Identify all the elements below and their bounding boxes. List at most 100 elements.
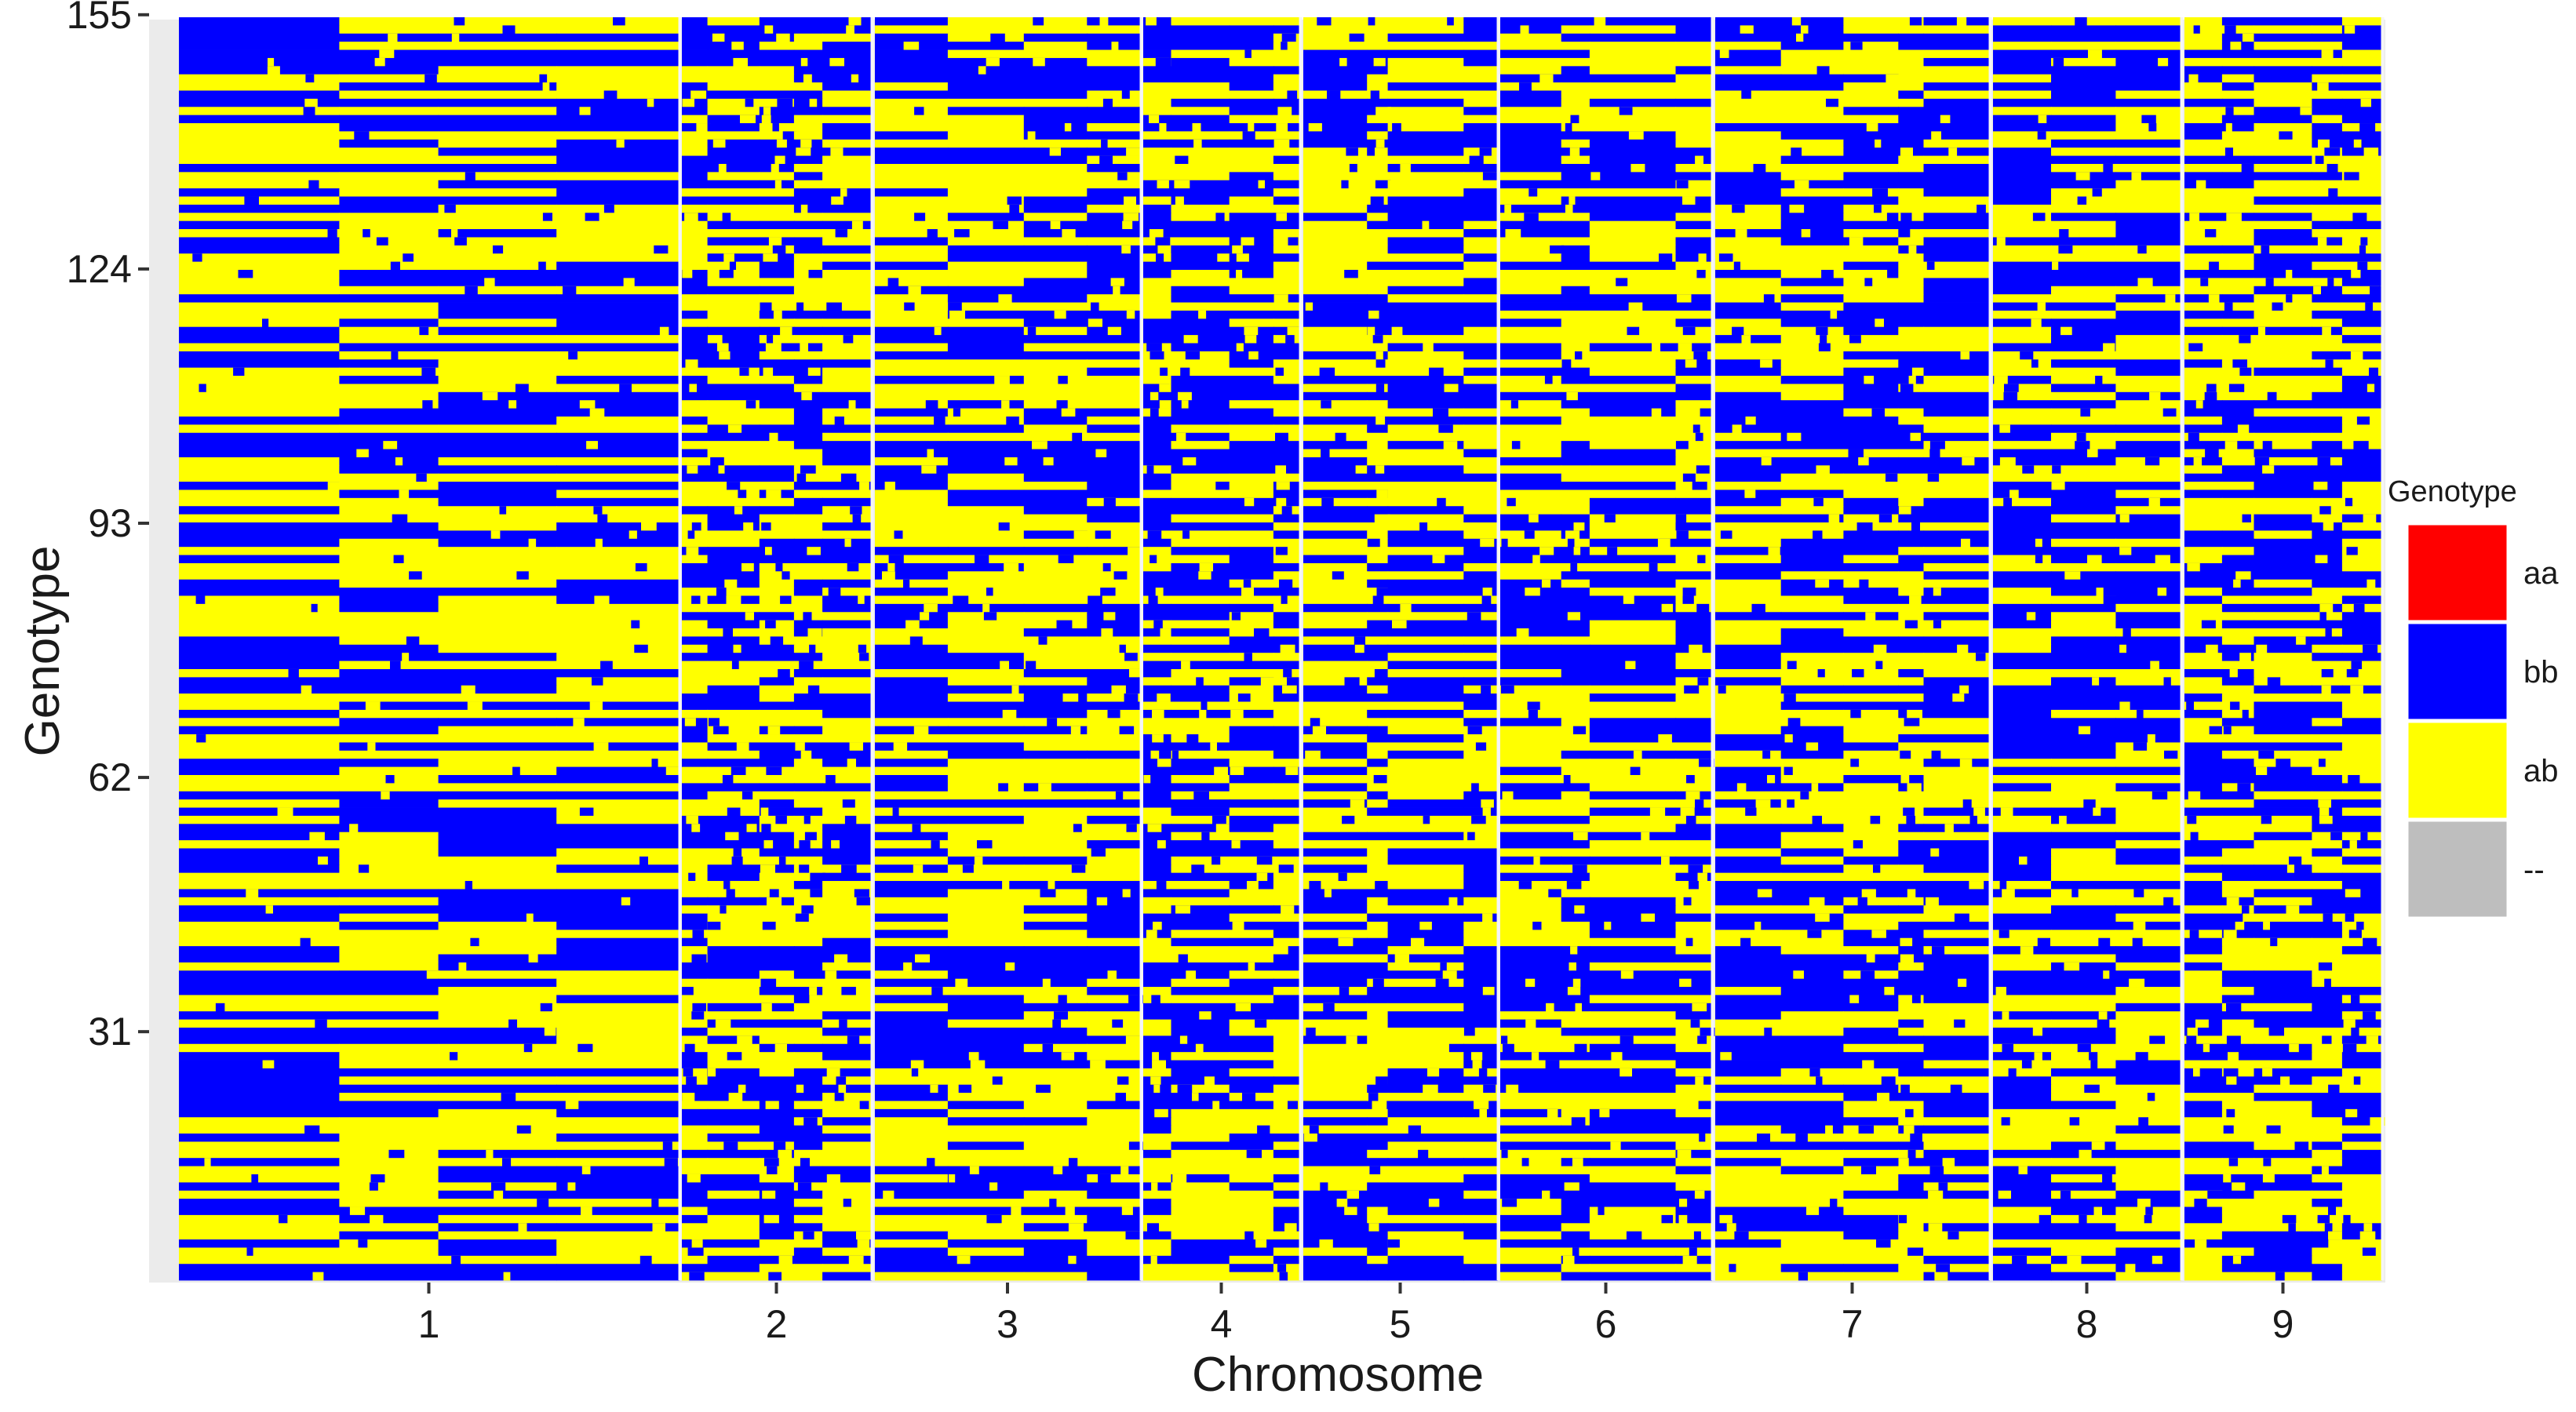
genotype-cell (1507, 497, 1516, 507)
genotype-cell (822, 653, 872, 661)
genotype-cell (1087, 653, 1141, 661)
genotype-cell (1367, 270, 1389, 278)
genotype-cell (1675, 1117, 1712, 1126)
genotype-cell (1843, 82, 1899, 91)
genotype-cell (438, 579, 557, 588)
genotype-cell (759, 1255, 795, 1265)
genotype-cell (1369, 1166, 1381, 1175)
genotype-cell (1387, 766, 1464, 776)
genotype-cell (1023, 1255, 1088, 1265)
genotype-cell (1561, 1093, 1590, 1101)
genotype-cell (1023, 742, 1088, 751)
genotype-cell (1087, 742, 1141, 751)
genotype-cell (707, 522, 760, 531)
genotype-cell (179, 824, 340, 833)
genotype-cell (1898, 180, 1925, 189)
genotype-cell (1273, 1199, 1300, 1207)
genotype-cell (682, 441, 709, 449)
genotype-cell (1281, 905, 1295, 914)
genotype-cell (1087, 359, 1141, 369)
genotype-cell (1143, 1166, 1172, 1175)
genotype-cell (1675, 261, 1712, 271)
genotype-cell (1143, 1190, 1172, 1199)
genotype-cell (767, 726, 781, 735)
genotype-cell (1780, 172, 1844, 181)
genotype-cell (822, 995, 872, 1004)
genotype-cell (438, 734, 557, 743)
genotype-cell (556, 1003, 680, 1012)
genotype-cell (1212, 1101, 1220, 1110)
genotype-cell (1372, 595, 1384, 605)
genotype-cell (1367, 628, 1389, 637)
genotype-cell (1675, 506, 1712, 515)
genotype-cell (556, 147, 680, 156)
genotype-cell (1589, 547, 1677, 555)
genotype-cell (1463, 261, 1498, 271)
genotype-cell (1303, 562, 1368, 572)
genotype-cell (438, 514, 557, 523)
genotype-cell (774, 155, 785, 165)
genotype-cell (1463, 424, 1498, 434)
genotype-cell (1589, 17, 1677, 26)
genotype-cell (1368, 310, 1379, 319)
genotype-cell (1796, 33, 1804, 42)
genotype-cell (1087, 668, 1141, 678)
genotype-cell (556, 82, 680, 91)
genotype-cell (1023, 326, 1088, 336)
genotype-cell (1524, 213, 1539, 222)
genotype-cell (1143, 766, 1172, 776)
genotype-cell (1411, 937, 1425, 947)
genotype-cell (556, 799, 680, 808)
genotype-cell (1387, 709, 1464, 719)
genotype-cell (1087, 579, 1141, 588)
genotype-cell (1463, 220, 1498, 230)
genotype-cell (1023, 677, 1088, 686)
genotype-cell (1143, 367, 1172, 377)
genotype-cell (1023, 98, 1088, 107)
genotype-cell (947, 995, 1025, 1004)
genotype-cell (1241, 237, 1255, 246)
genotype-cell (556, 261, 680, 271)
genotype-cell (822, 17, 872, 26)
genotype-cell (556, 343, 680, 352)
genotype-cell (759, 473, 795, 482)
genotype-cell (1087, 57, 1141, 67)
genotype-cell (1087, 391, 1141, 401)
genotype-cell (339, 220, 439, 230)
genotype-cell (1023, 57, 1088, 67)
genotype-cell (399, 489, 410, 499)
genotype-cell (339, 261, 439, 271)
genotype-cell (793, 33, 823, 42)
genotype-cell (1229, 1084, 1274, 1094)
genotype-cell (1143, 946, 1172, 955)
genotype-cell (682, 107, 709, 116)
genotype-cell (1589, 1239, 1677, 1248)
genotype-cell (1589, 937, 1677, 947)
chromosome-separator (678, 17, 682, 1280)
genotype-cell (1023, 547, 1088, 555)
genotype-cell (1099, 17, 1109, 26)
genotype-cell (438, 759, 557, 768)
genotype-cell (707, 1134, 760, 1142)
genotype-cell (793, 482, 823, 490)
genotype-cell (1146, 17, 1157, 26)
genotype-cell (1368, 1223, 1379, 1232)
genotype-cell (1151, 995, 1160, 1004)
genotype-cell (1561, 155, 1590, 165)
genotype-cell (1661, 603, 1674, 613)
genotype-cell (1157, 693, 1171, 702)
genotype-cell (556, 995, 680, 1004)
genotype-cell (707, 310, 760, 319)
genotype-cell (1500, 791, 1562, 800)
genotype-cell (682, 995, 709, 1004)
genotype-cell (1229, 359, 1274, 369)
genotype-cell (1561, 783, 1590, 792)
genotype-cell (179, 25, 340, 35)
genotype-cell (1087, 856, 1141, 865)
genotype-cell (1171, 449, 1230, 458)
genotype-cell (1561, 204, 1590, 213)
genotype-cell (822, 343, 872, 352)
genotype-cell (1171, 245, 1230, 254)
genotype-cell (1780, 42, 1844, 50)
genotype-cell (1589, 1019, 1677, 1028)
